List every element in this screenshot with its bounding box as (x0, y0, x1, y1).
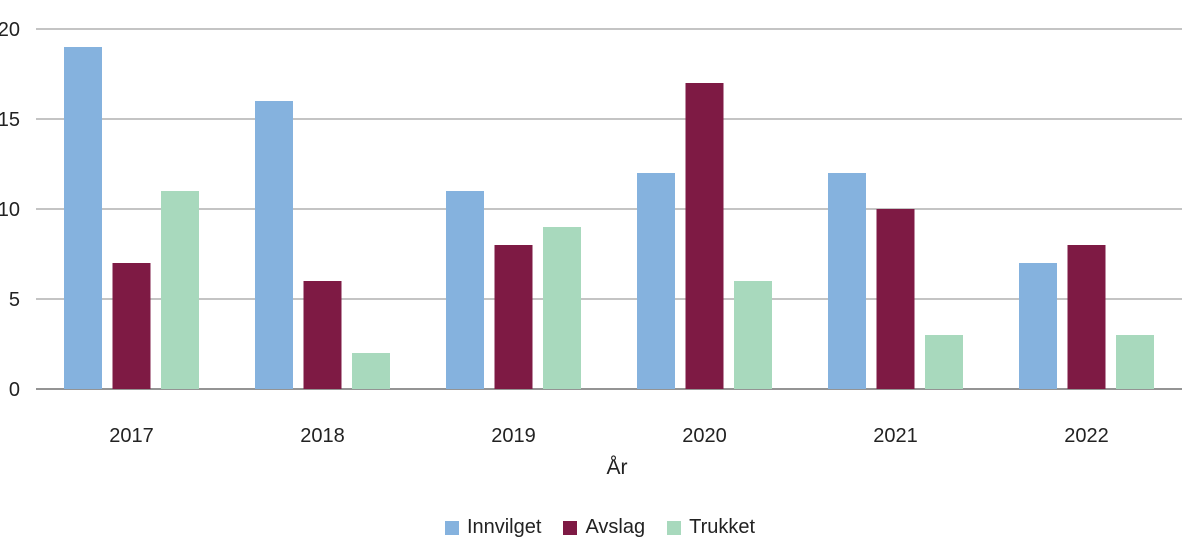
bar-trukket-2021 (925, 335, 963, 389)
legend-label: Innvilget (466, 516, 542, 538)
bar-innvilget-2017 (64, 47, 102, 389)
bars (64, 47, 1154, 389)
legend-label: Avslag (585, 516, 646, 538)
y-tick-label: 5 (9, 289, 20, 311)
bar-innvilget-2019 (446, 191, 484, 389)
bar-innvilget-2021 (828, 173, 866, 389)
legend: Innvilget Avslag Trukket (0, 516, 1200, 539)
bar-innvilget-2018 (255, 101, 293, 389)
bar-innvilget-2020 (637, 173, 675, 389)
y-tick-label: 20 (0, 19, 20, 41)
bar-avslag-2022 (1067, 245, 1106, 389)
bar-chart: 0 5 10 15 20 2017 2018 2019 2020 2021 2022 År (0, 19, 1182, 479)
legend-item: Avslag (563, 516, 645, 539)
x-tick-label: 2020 (682, 425, 727, 447)
y-tick-label: 0 (9, 379, 20, 401)
x-axis-tick-labels: 2017 2018 2019 2020 2021 2022 (109, 425, 1109, 447)
bar-avslag-2019 (494, 245, 533, 389)
bar-trukket-2018 (352, 353, 390, 389)
bar-trukket-2020 (734, 281, 772, 389)
y-tick-label: 10 (0, 199, 20, 221)
bar-avslag-2017 (112, 263, 151, 389)
bar-avslag-2021 (876, 209, 915, 389)
bar-avslag-2020 (685, 83, 724, 389)
legend-swatch (444, 520, 459, 535)
x-tick-label: 2022 (1064, 425, 1109, 447)
legend-swatch (563, 520, 578, 535)
legend-swatch (667, 520, 682, 535)
y-tick-label: 15 (0, 109, 20, 131)
x-axis-label: År (607, 456, 628, 479)
bar-trukket-2019 (543, 227, 581, 389)
x-tick-label: 2017 (109, 425, 154, 447)
x-tick-label: 2021 (873, 425, 918, 447)
legend-item: Trukket (667, 516, 755, 539)
bar-trukket-2017 (161, 191, 199, 389)
x-tick-label: 2018 (300, 425, 345, 447)
bar-trukket-2022 (1116, 335, 1154, 389)
bar-innvilget-2022 (1019, 263, 1057, 389)
x-tick-label: 2019 (491, 425, 536, 447)
y-axis-tick-labels: 0 5 10 15 20 (0, 19, 20, 401)
legend-label: Trukket (689, 516, 756, 538)
legend-item: Innvilget (444, 516, 542, 539)
bar-avslag-2018 (303, 281, 342, 389)
gridlines (36, 28, 1182, 390)
